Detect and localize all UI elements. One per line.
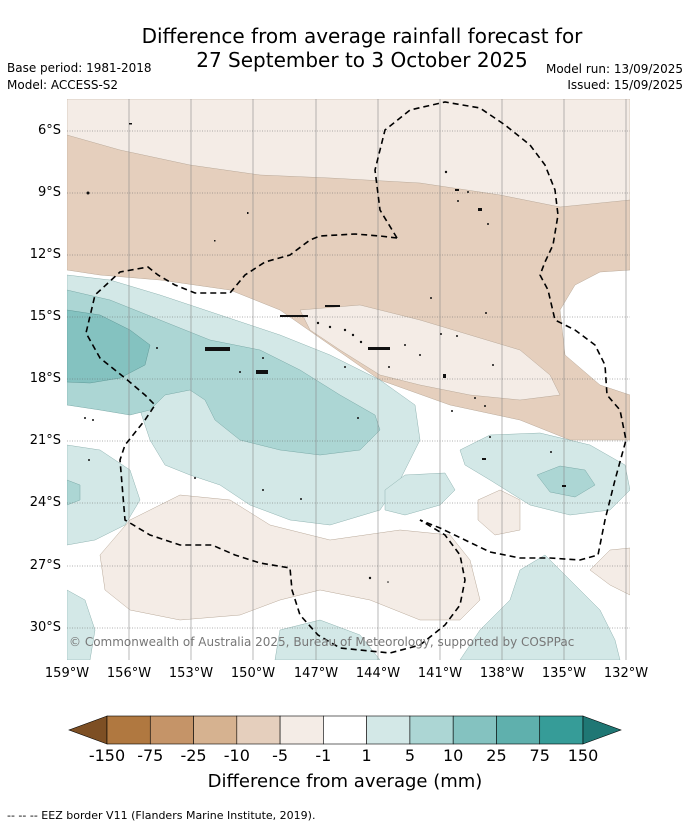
title-line1: Difference from average rainfall forecas…: [141, 24, 583, 48]
y-tick-30s: 30°S: [29, 620, 61, 635]
colorbar-segment: [496, 715, 541, 745]
x-tick-144w: 144°W: [355, 666, 401, 681]
colorbar-segment: [409, 715, 454, 745]
colorbar: [68, 715, 622, 745]
colorbar-segment: [279, 715, 324, 745]
colorbar-segment: [323, 715, 367, 745]
colorbar-tick-label: 25: [486, 746, 507, 765]
anomaly-region-5-to-10-west: [67, 289, 381, 456]
x-tick-138w: 138°W: [479, 666, 525, 681]
anomaly-region-1-to-5-central-south: [384, 472, 456, 516]
anomaly-region-5-to-10-east: [536, 465, 596, 498]
colorbar-segment: [149, 715, 194, 745]
colorbar-segment: [236, 715, 281, 745]
colorbar-tick-label: -5: [272, 746, 289, 765]
eez-legend-note: -- -- -- EEZ border V11 (Flanders Marine…: [7, 809, 316, 822]
title-line2: 27 September to 3 October 2025: [196, 48, 528, 72]
x-tick-141w: 141°W: [417, 666, 463, 681]
anomaly-region-minus1-to-minus5-southeast-a: [477, 489, 521, 536]
anomaly-region-1-to-5-south-west: [67, 589, 96, 660]
colorbar-segment: [193, 715, 238, 745]
anomaly-region-1-to-5-southwest: [67, 444, 141, 546]
y-tick-12s: 12°S: [29, 247, 61, 262]
islands: [84, 123, 566, 583]
y-tick-6s: 6°S: [37, 123, 61, 138]
y-tick-18s: 18°S: [29, 371, 61, 386]
colorbar-tick-label: 5: [404, 746, 415, 765]
x-tick-150w: 150°W: [230, 666, 276, 681]
model-run: Model run: 13/09/2025: [545, 62, 683, 76]
eez-borders: [85, 101, 627, 654]
x-tick-153w: 153°W: [168, 666, 214, 681]
colorbar-tick-label: -25: [180, 746, 207, 765]
issued-date: Issued: 15/09/2025: [567, 78, 683, 92]
colorbar-segment: [366, 715, 411, 745]
anomaly-region-5-to-10-southwest: [67, 479, 81, 506]
colorbar-extension-high: [582, 715, 622, 745]
y-tick-15s: 15°S: [29, 309, 61, 324]
colorbar-segment: [452, 715, 497, 745]
map-plot-area: [67, 99, 630, 660]
colorbar-tick-label: -1: [315, 746, 332, 765]
colorbar-title: Difference from average (mm): [207, 771, 483, 792]
y-tick-9s: 9°S: [37, 185, 61, 200]
y-tick-27s: 27°S: [29, 558, 61, 573]
y-tick-21s: 21°S: [29, 433, 61, 448]
colorbar-segment: [106, 715, 151, 745]
colorbar-tick-label: -75: [137, 746, 164, 765]
x-tick-147w: 147°W: [293, 666, 339, 681]
colorbar-tick-label: 1: [361, 746, 372, 765]
anomaly-region-minus1-to-minus5-central: [299, 304, 561, 401]
colorbar-tick-label: 10: [442, 746, 464, 765]
colorbar-tick-label: -10: [223, 746, 250, 765]
x-tick-156w: 156°W: [106, 666, 152, 681]
y-tick-24s: 24°S: [29, 495, 61, 510]
anomaly-region-1-to-5-southeast: [459, 554, 621, 660]
x-tick-132w: 132°W: [603, 666, 649, 681]
colorbar-tick-label: 75: [529, 746, 550, 765]
colorbar-tick-label: 150: [567, 746, 599, 765]
colorbar-extension-low: [68, 715, 108, 745]
x-tick-159w: 159°W: [44, 666, 90, 681]
x-tick-135w: 135°W: [541, 666, 587, 681]
copyright-notice: © Commonwealth of Australia 2025, Bureau…: [69, 635, 575, 649]
anomaly-region-minus1-to-minus5-south: [99, 494, 481, 621]
colorbar-tick-label: -150: [88, 746, 126, 765]
base-period: Base period: 1981-2018: [7, 61, 152, 75]
anomaly-region-minus1-to-minus5-southeast-b: [589, 547, 630, 596]
model-name: Model: ACCESS-S2: [7, 78, 119, 92]
colorbar-segment: [539, 715, 584, 745]
